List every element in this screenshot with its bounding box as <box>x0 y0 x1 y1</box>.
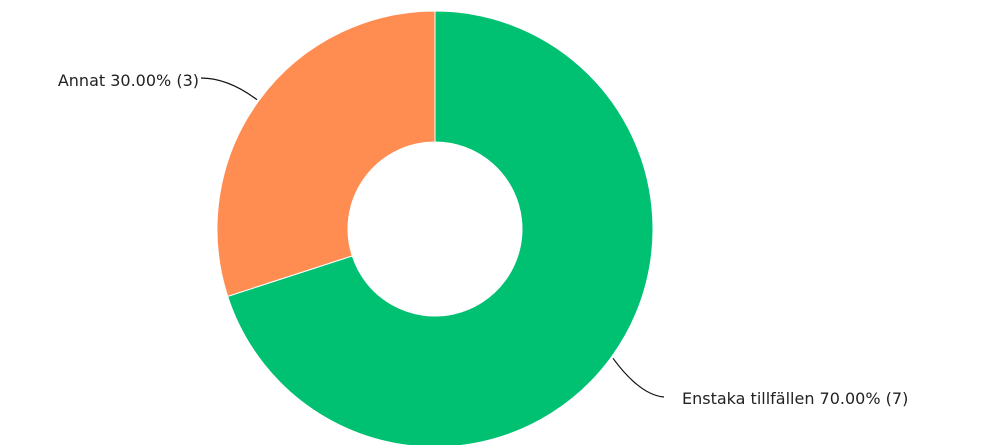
labels-layer: Enstaka tillfällen 70.00% (7) Annat 30.00… <box>58 71 908 408</box>
slices-layer <box>216 10 654 445</box>
slice-label: Annat 30.00% (3) <box>58 71 199 90</box>
slice-label: Enstaka tillfällen 70.00% (7) <box>682 389 908 408</box>
leader-lines-layer <box>200 77 665 398</box>
leader-line <box>200 77 258 101</box>
donut-slice-enstaka-tillfällen[interactable] <box>227 10 654 445</box>
leader-line <box>612 357 665 398</box>
donut-slice-annat[interactable] <box>216 10 436 297</box>
